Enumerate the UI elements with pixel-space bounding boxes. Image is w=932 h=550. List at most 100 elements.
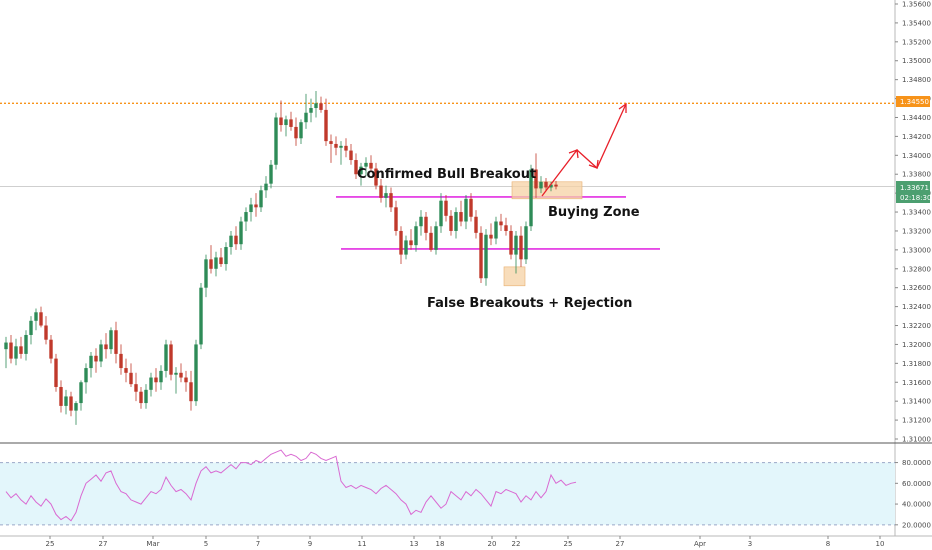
candle-body [189,382,193,402]
candle-body [159,370,163,383]
candle-body [394,207,398,231]
candle-body [54,358,58,387]
candle-body [514,235,518,255]
candle-body [4,342,8,350]
candle-body [374,168,378,186]
candle-body [284,119,288,126]
price-tick-label: 1.31800 [902,360,931,368]
candle-body [39,312,43,326]
time-tick-label: 18 [436,540,445,548]
annotation-false-breakouts: False Breakouts + Rejection [427,296,632,311]
candle-body [329,141,333,144]
candle-body [534,169,538,189]
candle-body [144,389,148,404]
candle-body [129,372,133,385]
rsi-band [0,462,895,525]
price-tick-label: 1.35600 [902,1,931,9]
time-tick-label: 7 [256,540,260,548]
price-tick-label: 1.33800 [902,171,931,179]
price-tick-label: 1.32400 [902,303,931,311]
candle-body [434,226,438,250]
time-tick-label: 11 [358,540,367,548]
candle-body [14,346,18,359]
candle-body [94,355,98,362]
candle-body [224,247,228,265]
candle-body [279,117,283,126]
price-tick-label: 1.34200 [902,133,931,141]
candle-body [304,112,308,123]
candle-body [309,108,313,113]
candle-body [429,232,433,250]
candle-body [494,221,498,239]
rsi-pane [0,449,895,526]
candle-body [544,181,548,188]
candle-body [24,334,28,354]
candle-body [469,198,473,217]
overlays [541,102,627,197]
candle-body [259,190,263,208]
candle-body [254,204,258,208]
candle-body [554,184,558,187]
candle-body [114,330,118,354]
candle-body [474,216,478,233]
time-tick-label: 10 [876,540,885,548]
time-tick-label: 27 [99,540,108,548]
candle-body [524,226,528,260]
candle-body [59,386,63,406]
annotation-buying-zone: Buying Zone [548,205,640,220]
candle-body [69,396,73,411]
rsi-tick-label: 60.0000 [902,480,931,488]
candle-body [424,216,428,233]
candle-body [209,259,213,269]
candle-body [84,368,88,383]
candle-body [19,346,23,354]
candle-body [199,287,203,345]
candle-body [409,240,413,246]
price-tick-label: 1.33200 [902,227,931,235]
candle-body [389,193,393,208]
candle-body [234,235,238,245]
price-tick-label: 1.31400 [902,398,931,406]
candle-body [464,198,468,222]
candle-body [364,162,368,167]
time-tick-label: 13 [410,540,419,548]
candle-body [459,212,463,222]
resistance-price-tag [896,96,930,107]
candle-body [369,162,373,169]
current-price-label: 1.33671 [900,184,929,192]
price-tick-label: 1.35000 [902,57,931,65]
rsi-line [5,449,577,522]
candle-body [289,119,293,127]
arrow-head-3 [618,102,627,113]
candle-body [74,403,78,411]
candle-body [149,377,153,390]
time-tick-label: 20 [488,540,497,548]
candle-body [249,204,253,213]
candle-body [264,183,268,191]
price-tick-label: 1.34800 [902,76,931,84]
candle-body [449,215,453,231]
candle-body [164,344,168,371]
rsi-tick-label: 20.0000 [902,521,931,529]
time-tick-label: 25 [46,540,55,548]
candle-body [119,353,123,369]
candle-body [239,221,243,245]
false-breakout-box [503,266,526,287]
price-tick-label: 1.32200 [902,322,931,330]
candle-body [504,225,508,231]
price-tick-label: 1.32800 [902,265,931,273]
price-tick-label: 1.34000 [902,152,931,160]
candle-body [359,166,363,175]
candle-body [179,372,183,378]
countdown-label: 02:18:30 [900,194,931,202]
price-tick-label: 1.34400 [902,114,931,122]
projection-arrow [541,103,627,197]
candle-body [214,257,218,269]
candle-body [334,143,338,148]
arrow-head-1 [568,149,579,159]
candle-body [29,320,33,335]
candle-body [109,330,113,350]
candle-body [174,372,178,375]
zones [0,102,895,287]
candle-body [444,200,448,216]
